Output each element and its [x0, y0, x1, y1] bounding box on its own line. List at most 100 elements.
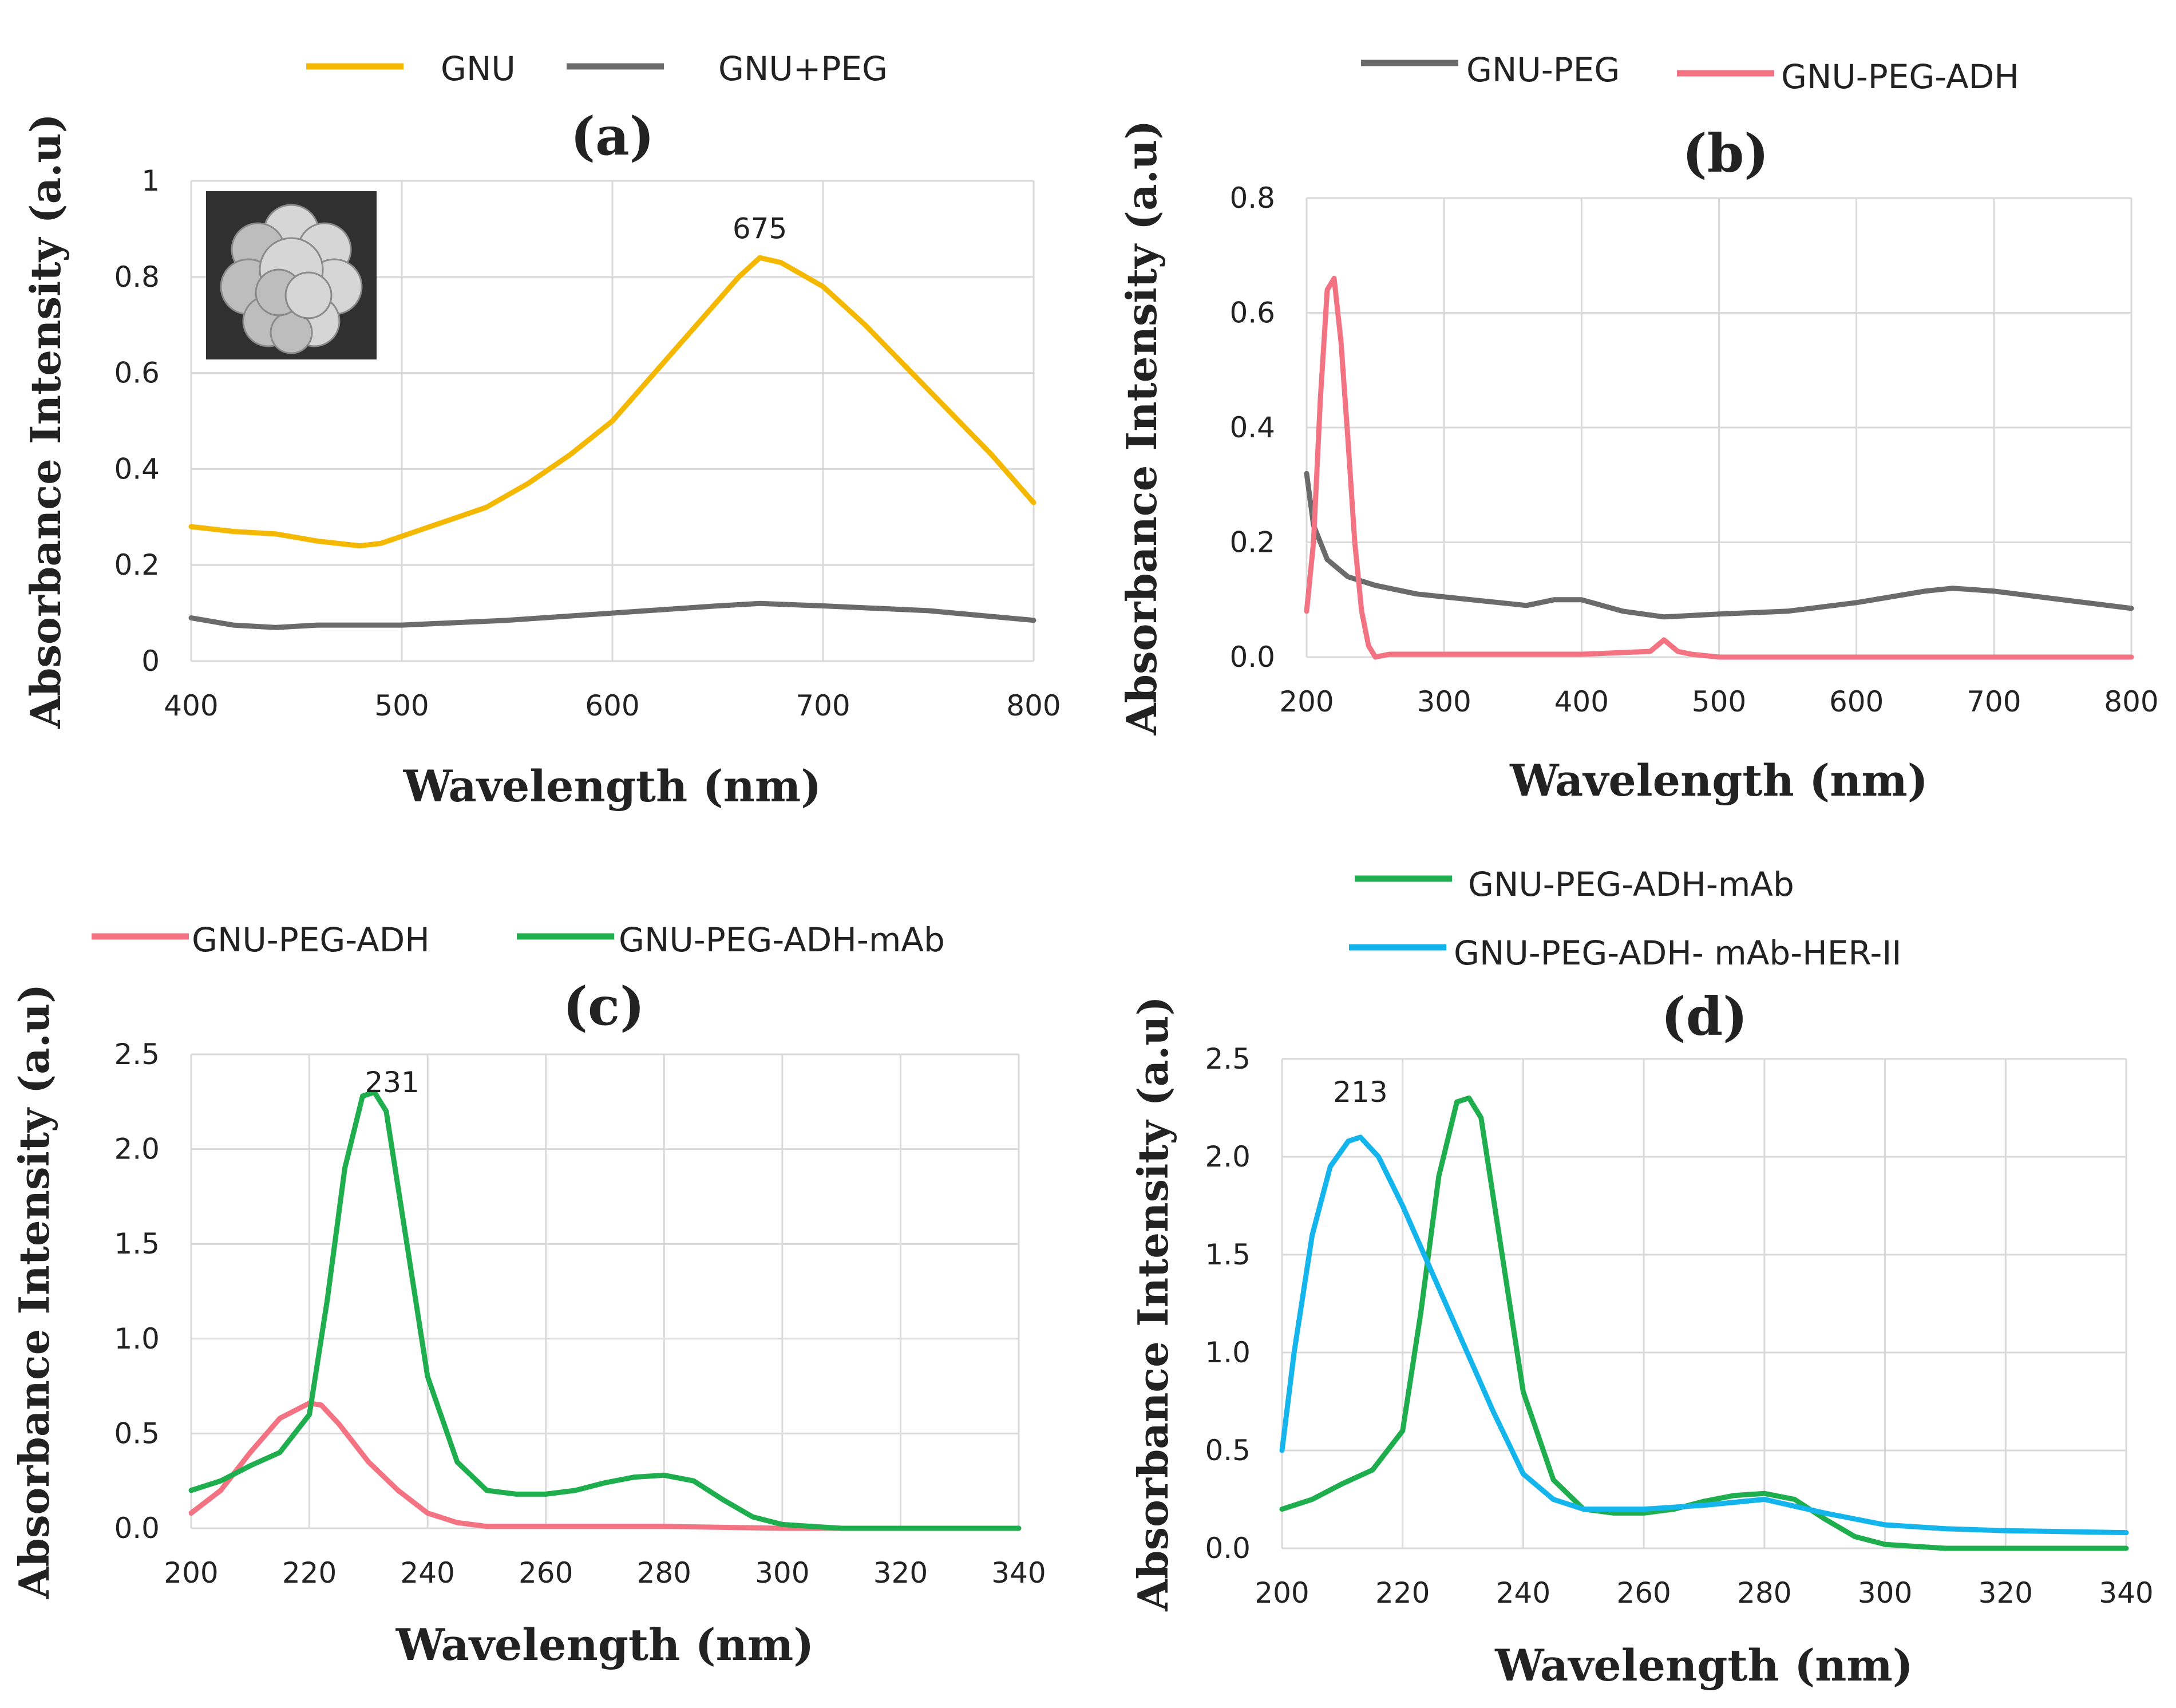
peak-annotation: 675	[733, 212, 787, 246]
x-tick-label: 400	[164, 689, 218, 722]
y-tick-label: 2.0	[114, 1133, 160, 1166]
legend-c: GNU-PEG-ADH GNU-PEG-ADH-mAb	[92, 920, 945, 959]
y-tick-label: 0.5	[114, 1417, 160, 1450]
y-tick-label: 0.2	[114, 548, 160, 582]
series-line-gnu-peg-adh	[188, 1400, 1022, 1531]
x-tick-label: 280	[1737, 1576, 1791, 1610]
peak-annotation: 231	[365, 1066, 419, 1099]
legend-label: GNU-PEG-ADH- mAb-HER-II	[1454, 934, 1902, 972]
y-tick-label: 0.0	[1205, 1532, 1251, 1565]
x-axis-title: Wavelength (nm)	[395, 1619, 814, 1670]
y-tick-label: 0.6	[1229, 296, 1275, 330]
y-tick-label: 1.5	[1205, 1238, 1251, 1271]
y-tick-label: 2.5	[1205, 1042, 1251, 1076]
x-axis-title: Wavelength (nm)	[1509, 755, 1928, 806]
series-line-gnu-peg-adh-mab-her-ii	[1279, 1134, 2129, 1536]
y-tick-label: 0.8	[114, 260, 160, 294]
x-tick-label: 200	[1255, 1576, 1309, 1610]
inset-blob	[284, 271, 333, 319]
x-tick-label: 320	[1979, 1576, 2033, 1610]
x-tick-label: 700	[1967, 685, 2021, 718]
chart-panel-d: 200 220 240 260 280 300 320 340 0.0 0.5 1.0 1.5 2.0 2…	[1129, 865, 2154, 1691]
series-line-gnu-peg-adh	[1304, 275, 2134, 660]
x-tick-label: 300	[755, 1556, 809, 1590]
x-tick-label: 600	[585, 689, 639, 722]
y-tick-label: 1.0	[1205, 1336, 1251, 1369]
chart-panel-a: 400 500 600 700 800 0 0.2 0.4 0.6 0.8 1 675 GNU GNU+P…	[21, 49, 1061, 812]
x-tick-labels-d: 200 220 240 260 280 300 320 340	[1255, 1576, 2153, 1610]
legend-label: GNU-PEG-ADH	[192, 920, 430, 959]
x-tick-label: 200	[164, 1556, 218, 1590]
series-line-gnu-peg-adh-mab	[188, 1089, 1022, 1531]
legend-label: GNU-PEG-ADH-mAb	[1468, 865, 1794, 904]
x-tick-label: 200	[1279, 685, 1334, 718]
legend-label: GNU	[441, 49, 516, 88]
x-tick-label: 800	[1006, 689, 1061, 722]
y-tick-label: 0.4	[114, 452, 160, 485]
x-axis-title: Wavelength (nm)	[403, 761, 822, 812]
x-axis-title: Wavelength (nm)	[1494, 1640, 1913, 1691]
x-tick-labels-a: 400 500 600 700 800	[164, 689, 1061, 722]
grid-b	[1305, 197, 2133, 658]
y-axis-title: Absorbance Intensity (a.u)	[10, 984, 58, 1599]
y-tick-labels-a: 0 0.2 0.4 0.6 0.8 1	[114, 164, 160, 678]
y-tick-label: 2.0	[1205, 1140, 1251, 1173]
legend-label: GNU-PEG-ADH-mAb	[619, 920, 945, 959]
y-tick-label: 0.5	[1205, 1434, 1251, 1467]
y-tick-label: 1.5	[114, 1227, 160, 1260]
y-tick-label: 1	[141, 164, 160, 197]
series-line-gnu-peg	[1304, 471, 2134, 620]
y-tick-label: 1.0	[114, 1322, 160, 1355]
y-axis-title: Absorbance Intensity (a.u)	[1117, 120, 1166, 736]
x-tick-label: 320	[873, 1556, 928, 1590]
peak-annotation: 213	[1333, 1076, 1387, 1109]
legend-label: GNU-PEG-ADH	[1781, 57, 2019, 96]
y-tick-label: 0	[141, 645, 160, 678]
y-tick-label: 0.8	[1229, 181, 1275, 215]
legend-label: GNU-PEG	[1466, 50, 1620, 89]
y-tick-label: 2.5	[114, 1038, 160, 1071]
y-tick-label: 0.6	[114, 357, 160, 390]
legend-a: GNU GNU+PEG	[306, 49, 888, 88]
y-tick-labels-b: 0.0 0.2 0.4 0.6 0.8	[1229, 181, 1275, 674]
nanourchin-sem-inset	[206, 191, 377, 359]
x-tick-label: 500	[1692, 685, 1746, 718]
legend-b: GNU-PEG GNU-PEG-ADH	[1361, 50, 2019, 96]
x-tick-label: 220	[282, 1556, 337, 1590]
x-tick-label: 400	[1554, 685, 1609, 718]
x-tick-label: 260	[519, 1556, 573, 1590]
panel-title: (b)	[1682, 122, 1769, 184]
chart-panel-c: 200 220 240 260 280 300 320 340 0.0 0.5 1.0 1.5 2.0 2…	[10, 920, 1046, 1670]
series-line-gnu-peg-adh-mab	[1279, 1095, 2129, 1551]
x-tick-label: 240	[1496, 1576, 1550, 1610]
legend-label: GNU+PEG	[718, 49, 888, 88]
y-tick-label: 0.0	[114, 1512, 160, 1545]
grid-a	[190, 180, 1035, 662]
x-tick-label: 240	[400, 1556, 454, 1590]
x-tick-label: 220	[1375, 1576, 1430, 1610]
x-tick-labels-b: 200 300 400 500 600 700 800	[1279, 685, 2158, 718]
x-tick-label: 700	[796, 689, 850, 722]
x-tick-label: 340	[991, 1556, 1046, 1590]
series-line-gnu-peg	[188, 600, 1036, 630]
x-tick-label: 340	[2099, 1576, 2153, 1610]
y-tick-labels-c: 0.0 0.5 1.0 1.5 2.0 2.5	[114, 1038, 160, 1545]
chart-panel-b: 200 300 400 500 600 700 800 0.0 0.2 0.4 0.6 0.8 GNU-…	[1117, 50, 2159, 806]
x-tick-label: 300	[1417, 685, 1471, 718]
x-tick-label: 500	[374, 689, 429, 722]
y-tick-label: 0.0	[1229, 640, 1275, 674]
series-line-gnu	[188, 255, 1036, 549]
panel-title: (d)	[1661, 986, 1747, 1047]
y-tick-labels-d: 0.0 0.5 1.0 1.5 2.0 2.5	[1205, 1042, 1251, 1565]
y-tick-label: 0.2	[1229, 526, 1275, 559]
x-tick-label: 800	[2104, 685, 2158, 718]
y-axis-title: Absorbance Intensity (a.u)	[21, 113, 70, 729]
y-axis-title: Absorbance Intensity (a.u)	[1129, 996, 1177, 1611]
x-tick-labels-c: 200 220 240 260 280 300 320 340	[164, 1556, 1046, 1590]
x-tick-label: 600	[1829, 685, 1884, 718]
legend-d: GNU-PEG-ADH-mAb GNU-PEG-ADH- mAb-HER-II	[1349, 865, 1902, 972]
x-tick-label: 300	[1858, 1576, 1912, 1610]
grid-d	[1281, 1058, 2127, 1549]
y-tick-label: 0.4	[1229, 411, 1275, 444]
